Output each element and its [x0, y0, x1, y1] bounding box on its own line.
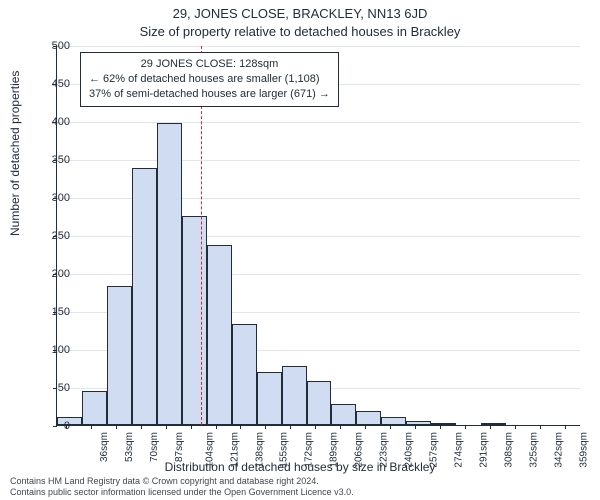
- histogram-bar: [257, 372, 282, 425]
- histogram-bar: [431, 423, 456, 425]
- histogram-bar: [481, 423, 506, 425]
- histogram-bar: [406, 421, 431, 425]
- x-tick-label: 104sqm: [204, 432, 215, 468]
- x-tick-label: 36sqm: [99, 432, 110, 462]
- y-tick-label: 150: [30, 306, 70, 318]
- x-tick-label: 206sqm: [354, 432, 365, 468]
- y-tick-label: 100: [30, 344, 70, 356]
- x-tick-mark: [390, 425, 391, 429]
- x-tick-label: 274sqm: [454, 432, 465, 468]
- y-tick-label: 0: [30, 420, 70, 432]
- y-tick-label: 350: [30, 154, 70, 166]
- x-tick-mark: [216, 425, 217, 429]
- callout-line2: ← 62% of detached houses are smaller (1,…: [89, 72, 330, 87]
- x-tick-mark: [191, 425, 192, 429]
- histogram-bar: [356, 411, 381, 425]
- x-tick-mark: [166, 425, 167, 429]
- histogram-bar: [207, 245, 232, 425]
- y-tick-label: 200: [30, 268, 70, 280]
- page-title-line2: Size of property relative to detached ho…: [0, 24, 600, 39]
- y-tick-label: 300: [30, 192, 70, 204]
- x-tick-label: 87sqm: [174, 432, 185, 462]
- x-tick-label: 291sqm: [479, 432, 490, 468]
- x-tick-label: 70sqm: [149, 432, 160, 462]
- x-tick-mark: [91, 425, 92, 429]
- x-tick-mark: [340, 425, 341, 429]
- y-tick-label: 50: [30, 382, 70, 394]
- histogram-bar: [232, 324, 257, 425]
- x-tick-mark: [465, 425, 466, 429]
- histogram-bar: [157, 123, 182, 425]
- x-tick-mark: [540, 425, 541, 429]
- x-tick-label: 155sqm: [279, 432, 290, 468]
- histogram-bar: [82, 391, 107, 425]
- reference-callout: 29 JONES CLOSE: 128sqm← 62% of detached …: [80, 52, 339, 107]
- x-tick-label: 223sqm: [379, 432, 390, 468]
- x-tick-mark: [290, 425, 291, 429]
- x-tick-mark: [415, 425, 416, 429]
- histogram-bar: [307, 381, 332, 425]
- footer-attribution: Contains HM Land Registry data © Crown c…: [10, 476, 354, 498]
- x-tick-label: 121sqm: [229, 432, 240, 468]
- footer-line2: Contains public sector information licen…: [10, 487, 354, 498]
- histogram-bar: [381, 417, 406, 425]
- x-tick-label: 53sqm: [124, 432, 135, 462]
- y-tick-label: 500: [30, 40, 70, 52]
- x-tick-mark: [515, 425, 516, 429]
- callout-line1: 29 JONES CLOSE: 128sqm: [89, 57, 330, 72]
- x-tick-mark: [315, 425, 316, 429]
- histogram-bar: [331, 404, 356, 425]
- x-tick-mark: [490, 425, 491, 429]
- histogram-bar: [282, 366, 307, 425]
- histogram-bar: [107, 286, 132, 425]
- x-tick-mark: [141, 425, 142, 429]
- y-axis-label: Number of detached properties: [8, 71, 22, 236]
- x-tick-mark: [265, 425, 266, 429]
- x-tick-label: 359sqm: [578, 432, 589, 468]
- x-tick-mark: [240, 425, 241, 429]
- x-tick-label: 308sqm: [504, 432, 515, 468]
- x-tick-mark: [440, 425, 441, 429]
- x-tick-label: 172sqm: [304, 432, 315, 468]
- y-tick-label: 450: [30, 78, 70, 90]
- callout-line3: 37% of semi-detached houses are larger (…: [89, 87, 330, 102]
- x-tick-label: 257sqm: [429, 432, 440, 468]
- x-tick-label: 189sqm: [329, 432, 340, 468]
- histogram-bar: [132, 168, 157, 425]
- x-tick-mark: [116, 425, 117, 429]
- page-title-line1: 29, JONES CLOSE, BRACKLEY, NN13 6JD: [0, 6, 600, 21]
- y-tick-label: 400: [30, 116, 70, 128]
- histogram-bar: [182, 216, 207, 425]
- x-tick-label: 138sqm: [254, 432, 265, 468]
- x-tick-mark: [365, 425, 366, 429]
- x-tick-label: 342sqm: [554, 432, 565, 468]
- x-tick-label: 240sqm: [404, 432, 415, 468]
- footer-line1: Contains HM Land Registry data © Crown c…: [10, 476, 354, 487]
- grid-line: [57, 122, 580, 123]
- x-tick-mark: [565, 425, 566, 429]
- grid-line: [57, 160, 580, 161]
- y-tick-label: 250: [30, 230, 70, 242]
- x-tick-label: 325sqm: [529, 432, 540, 468]
- grid-line: [57, 46, 580, 47]
